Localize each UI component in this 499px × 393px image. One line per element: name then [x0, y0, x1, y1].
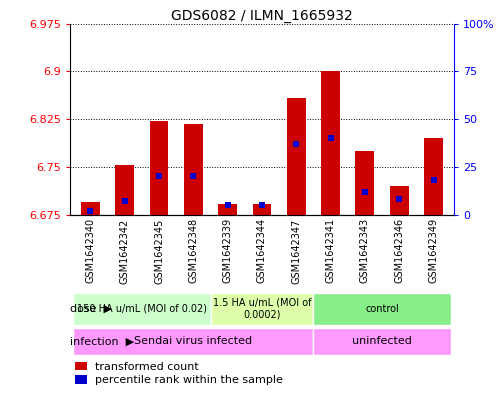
Bar	[321, 71, 340, 215]
Text: GSM1642346: GSM1642346	[394, 219, 404, 283]
Text: GSM1642342: GSM1642342	[120, 219, 130, 284]
Bar	[211, 293, 313, 325]
Bar	[184, 124, 203, 215]
Text: GSM1642343: GSM1642343	[360, 219, 370, 283]
Text: 1.5 HA u/mL (MOI of
0.0002): 1.5 HA u/mL (MOI of 0.0002)	[213, 298, 311, 320]
Bar	[390, 186, 409, 215]
Text: GSM1642347: GSM1642347	[291, 219, 301, 284]
Legend: transformed count, percentile rank within the sample: transformed count, percentile rank withi…	[75, 362, 283, 386]
Bar	[313, 328, 451, 355]
Bar	[252, 204, 271, 215]
Bar	[73, 328, 313, 355]
Text: 150 HA u/mL (MOI of 0.02): 150 HA u/mL (MOI of 0.02)	[77, 304, 207, 314]
Text: GSM1642349: GSM1642349	[429, 219, 439, 283]
Bar	[424, 138, 443, 215]
Text: infection  ▶: infection ▶	[70, 336, 134, 346]
Text: uninfected: uninfected	[352, 336, 412, 346]
Bar	[150, 121, 169, 215]
Title: GDS6082 / ILMN_1665932: GDS6082 / ILMN_1665932	[171, 9, 353, 22]
Text: GSM1642344: GSM1642344	[257, 219, 267, 283]
Bar	[115, 165, 134, 215]
Text: GSM1642348: GSM1642348	[188, 219, 199, 283]
Text: dose  ▶: dose ▶	[70, 304, 112, 314]
Bar	[287, 98, 306, 215]
Text: GSM1642340: GSM1642340	[85, 219, 95, 283]
Bar	[313, 293, 451, 325]
Text: Sendai virus infected: Sendai virus infected	[134, 336, 252, 346]
Text: control: control	[365, 304, 399, 314]
Text: GSM1642341: GSM1642341	[325, 219, 336, 283]
Bar	[81, 202, 100, 215]
Bar	[218, 204, 237, 215]
Text: GSM1642339: GSM1642339	[223, 219, 233, 283]
Text: GSM1642345: GSM1642345	[154, 219, 164, 284]
Bar	[355, 151, 374, 215]
Bar	[73, 293, 211, 325]
